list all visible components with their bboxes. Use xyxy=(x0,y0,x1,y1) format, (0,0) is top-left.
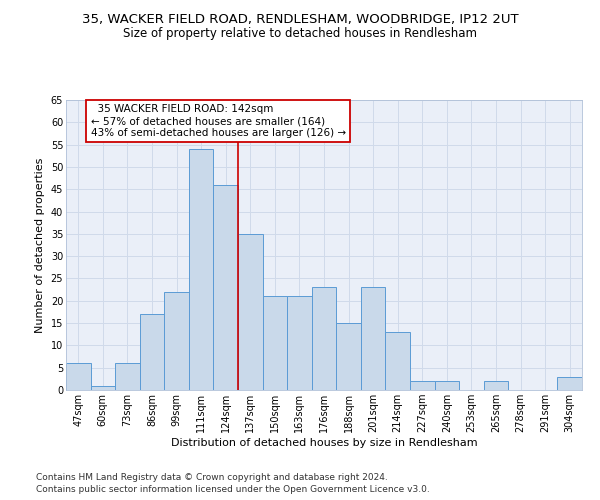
Text: Contains public sector information licensed under the Open Government Licence v3: Contains public sector information licen… xyxy=(36,485,430,494)
Bar xyxy=(434,381,459,390)
Bar xyxy=(189,149,214,390)
Y-axis label: Number of detached properties: Number of detached properties xyxy=(35,158,45,332)
Bar xyxy=(336,323,361,390)
Text: 35, WACKER FIELD ROAD, RENDLESHAM, WOODBRIDGE, IP12 2UT: 35, WACKER FIELD ROAD, RENDLESHAM, WOODB… xyxy=(82,12,518,26)
Bar xyxy=(361,288,385,390)
Bar xyxy=(312,288,336,390)
Bar xyxy=(214,185,238,390)
Bar xyxy=(91,386,115,390)
Bar xyxy=(263,296,287,390)
Bar xyxy=(115,363,140,390)
X-axis label: Distribution of detached houses by size in Rendlesham: Distribution of detached houses by size … xyxy=(170,438,478,448)
Bar xyxy=(385,332,410,390)
Text: Size of property relative to detached houses in Rendlesham: Size of property relative to detached ho… xyxy=(123,28,477,40)
Bar xyxy=(557,376,582,390)
Text: Contains HM Land Registry data © Crown copyright and database right 2024.: Contains HM Land Registry data © Crown c… xyxy=(36,472,388,482)
Bar xyxy=(287,296,312,390)
Bar xyxy=(238,234,263,390)
Bar xyxy=(140,314,164,390)
Bar xyxy=(66,363,91,390)
Bar xyxy=(484,381,508,390)
Text: 35 WACKER FIELD ROAD: 142sqm
← 57% of detached houses are smaller (164)
43% of s: 35 WACKER FIELD ROAD: 142sqm ← 57% of de… xyxy=(91,104,346,138)
Bar xyxy=(410,381,434,390)
Bar xyxy=(164,292,189,390)
